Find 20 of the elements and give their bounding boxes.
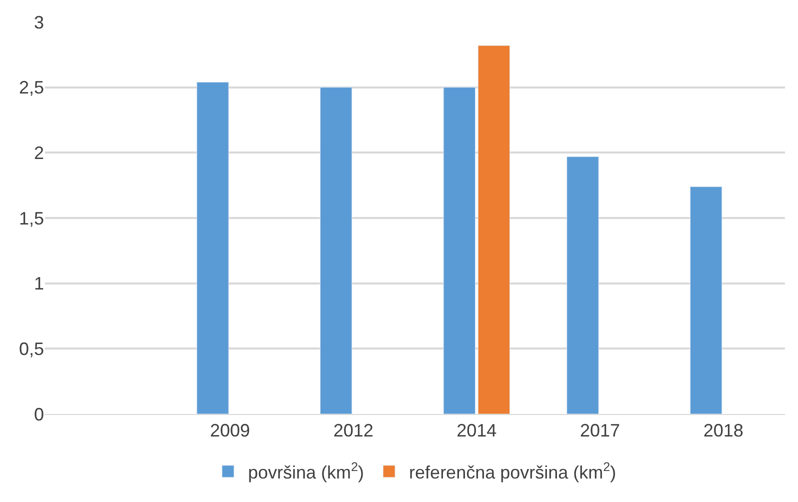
legend-label: referenčna površina (km$^{2}$) — [409, 460, 616, 482]
bar — [320, 87, 352, 414]
y-tick-label: 1 — [34, 274, 44, 294]
x-tick-label: 2009 — [210, 420, 250, 441]
bar — [196, 82, 229, 414]
x-tick-label: 2012 — [333, 420, 374, 441]
bar — [443, 87, 476, 414]
x-tick-label: 2018 — [703, 420, 744, 441]
y-tick-label: 2,5 — [18, 78, 44, 98]
y-tick-label: 0 — [34, 404, 44, 424]
bar — [566, 156, 599, 414]
bar — [478, 45, 510, 414]
y-tick-label: 3 — [34, 12, 44, 32]
legend-label: površina (km$^{2}$) — [248, 460, 364, 482]
x-tick-label: 2014 — [456, 420, 497, 441]
y-tick-label: 1,5 — [18, 208, 44, 228]
y-tick-label: 0,5 — [18, 338, 44, 359]
bar — [690, 186, 722, 414]
y-tick-label: 2 — [34, 142, 44, 163]
x-tick-label: 2017 — [580, 420, 620, 441]
